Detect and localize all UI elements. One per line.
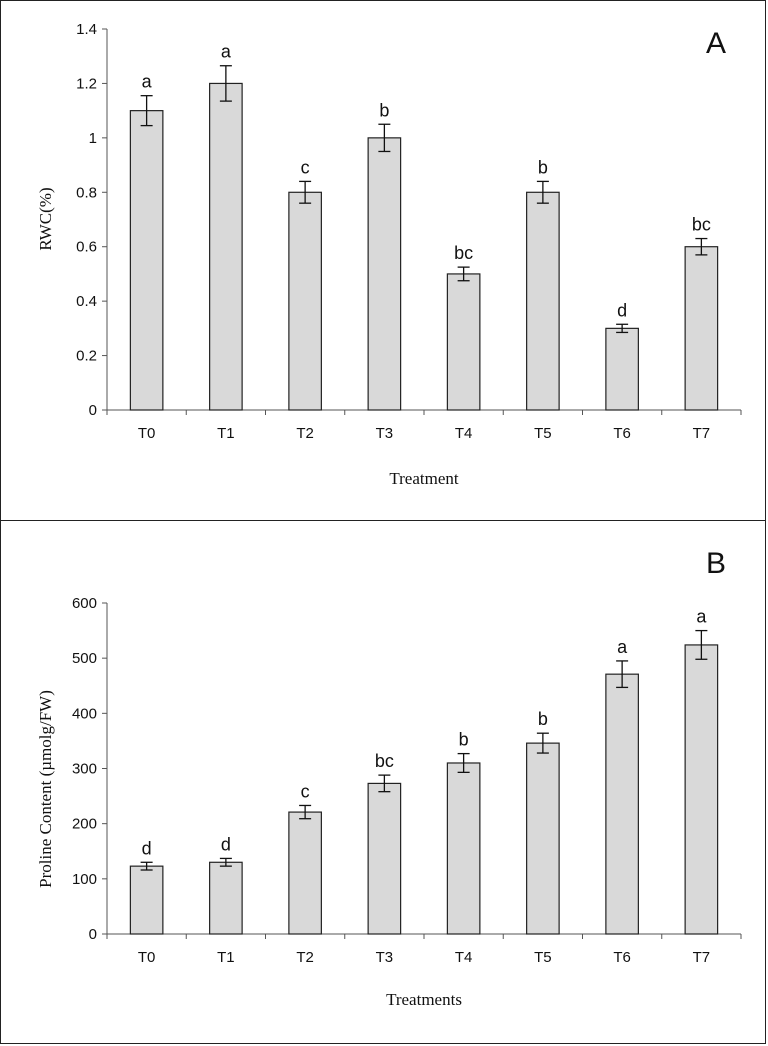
- x-tick-label: T5: [534, 425, 552, 442]
- bar-t4: [446, 762, 481, 935]
- chart-panel-b: 0 100 200 300 400 500 600 d T0 d T1 c T2 bc T3 b T4 b T5 a T…: [0, 520, 766, 1044]
- bar-t2: [288, 811, 322, 935]
- x-tick-label: T3: [376, 949, 394, 966]
- bar-t7: [684, 644, 719, 935]
- significance-label: a: [617, 637, 628, 657]
- y-tick-label: 0.8: [76, 184, 97, 201]
- x-tick-label: T2: [296, 949, 314, 966]
- panel-label-b: B: [706, 547, 726, 580]
- significance-label: d: [617, 300, 627, 320]
- y-tick-label: 300: [72, 761, 97, 778]
- x-tick-label: T7: [693, 949, 711, 966]
- significance-label: b: [538, 709, 548, 729]
- y-tick-label: 0: [89, 402, 97, 419]
- y-tick-label: 0.2: [76, 348, 97, 365]
- x-tick-label: T7: [693, 425, 711, 442]
- bar-t0: [129, 110, 164, 411]
- y-tick-label: 1.4: [76, 21, 97, 38]
- x-tick-label: T0: [138, 949, 156, 966]
- x-tick-label: T4: [455, 949, 473, 966]
- y-axis-title-b: Proline Content (µmolg/FW): [36, 690, 55, 888]
- significance-label: b: [459, 730, 469, 750]
- significance-label: bc: [692, 215, 711, 235]
- significance-label: d: [221, 834, 231, 854]
- y-tick-label: 0.4: [76, 293, 97, 310]
- chart-panel-a: 0 0.2 0.4 0.6 0.8 1 1.2 1.4 a T0 a T1 c T2 b T3 bc T4 b T5 d…: [0, 0, 766, 522]
- x-tick-label: T2: [296, 425, 314, 442]
- y-axis-title-a: RWC(%): [36, 187, 55, 250]
- bar-t5: [526, 191, 560, 411]
- significance-label: a: [221, 42, 232, 62]
- x-tick-label: T4: [455, 425, 473, 442]
- y-tick-label: 400: [72, 705, 97, 722]
- bar-t5: [526, 742, 560, 935]
- y-tick-label: 0.6: [76, 239, 97, 256]
- y-tick-label: 600: [72, 595, 97, 612]
- bar-t0: [129, 865, 164, 935]
- bar-t3: [367, 137, 402, 411]
- panel-label-a: A: [706, 27, 726, 60]
- y-tick-label: 500: [72, 650, 97, 667]
- x-tick-label: T1: [217, 949, 235, 966]
- chart-a-svg: 0 0.2 0.4 0.6 0.8 1 1.2 1.4 a T0 a T1 c T2 b T3 bc T4 b T5 d…: [36, 21, 742, 488]
- significance-label: d: [142, 838, 152, 858]
- y-tick-label: 100: [72, 871, 97, 888]
- y-tick-label: 1.2: [76, 75, 97, 92]
- x-tick-label: T6: [613, 949, 631, 966]
- bar-t7: [684, 246, 719, 411]
- significance-label: c: [301, 781, 310, 801]
- y-tick-label: 0: [89, 926, 97, 943]
- significance-label: a: [142, 72, 153, 92]
- significance-label: c: [301, 157, 310, 177]
- x-tick-label: T0: [138, 425, 156, 442]
- bar-t1: [209, 82, 243, 411]
- y-tick-label: 1: [89, 130, 97, 147]
- bar-t6: [605, 327, 639, 411]
- x-tick-label: T6: [613, 425, 631, 442]
- y-tick-label: 200: [72, 816, 97, 833]
- significance-label: a: [696, 607, 707, 627]
- x-axis-title-a: Treatment: [389, 469, 459, 488]
- significance-label: b: [379, 100, 389, 120]
- chart-a-plot: 0 0.2 0.4 0.6 0.8 1 1.2 1.4 a T0 a T1 c T2 b T3 bc T4 b T5 d…: [76, 21, 742, 442]
- significance-label: bc: [375, 751, 394, 771]
- significance-label: bc: [454, 243, 473, 263]
- chart-b-svg: 0 100 200 300 400 500 600 d T0 d T1 c T2 bc T3 b T4 b T5 a T…: [36, 547, 742, 1009]
- x-tick-label: T5: [534, 949, 552, 966]
- bar-t4: [446, 273, 481, 411]
- x-tick-label: T1: [217, 425, 235, 442]
- chart-b-plot: 0 100 200 300 400 500 600 d T0 d T1 c T2 bc T3 b T4 b T5 a T…: [72, 595, 742, 966]
- bar-t6: [605, 673, 639, 935]
- significance-label: b: [538, 157, 548, 177]
- x-axis-title-b: Treatments: [386, 990, 462, 1009]
- bar-t2: [288, 191, 322, 411]
- x-tick-label: T3: [376, 425, 394, 442]
- bar-t3: [367, 782, 402, 935]
- bar-t1: [209, 861, 243, 935]
